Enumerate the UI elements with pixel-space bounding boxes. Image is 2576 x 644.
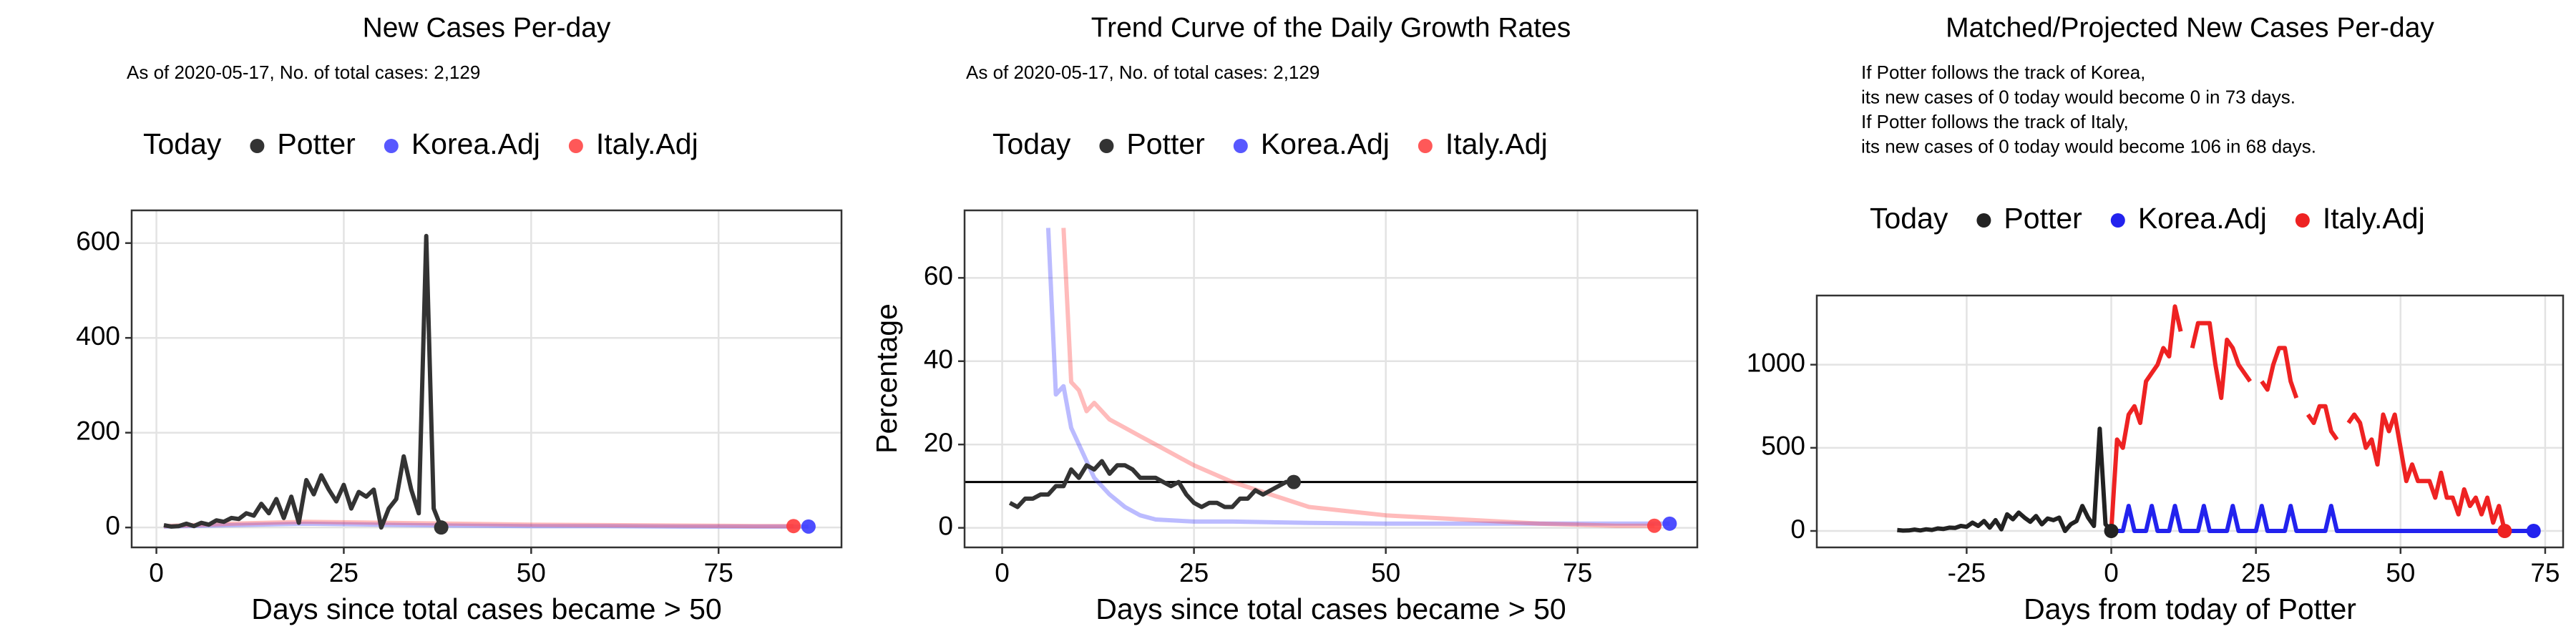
x-axis-title: Days since total cases became > 50	[251, 592, 721, 625]
today-marker	[1646, 518, 1662, 533]
plot-border	[130, 209, 843, 549]
y-axis-title: Percentage	[870, 303, 903, 454]
annotation: If Potter follows the track of Italy,	[1861, 111, 2129, 132]
chart-subtitle: As of 2020-05-17, No. of total cases: 2,…	[127, 62, 480, 83]
plot-area	[1897, 304, 2534, 533]
legend-marker	[250, 139, 265, 153]
legend-label: Korea.Adj	[2138, 202, 2267, 235]
x-axis-title: Days from today of Potter	[2024, 592, 2356, 625]
series-line	[163, 519, 794, 529]
legend-label: Korea.Adj	[1261, 127, 1390, 160]
today-marker	[1286, 474, 1301, 489]
annotation: its new cases of 0 today would become 10…	[1861, 135, 2316, 157]
today-marker	[2104, 523, 2119, 538]
today-marker	[1662, 516, 1677, 531]
legend-label: Potter	[277, 127, 355, 160]
legend-label: Potter	[2004, 202, 2082, 235]
plot-background	[1817, 296, 2563, 547]
series-line	[163, 521, 809, 529]
today-marker	[801, 519, 816, 534]
series-line	[1061, 228, 1654, 528]
y-tick-label: 200	[76, 416, 120, 445]
legend-label: Korea.Adj	[411, 127, 540, 160]
plot-background	[132, 210, 841, 547]
x-tick-label: 0	[2104, 558, 2119, 587]
today-marker	[2526, 523, 2541, 538]
x-tick-label: 50	[1371, 558, 1400, 587]
legend-marker	[2295, 213, 2310, 228]
plot-area	[965, 228, 1697, 528]
x-tick-label: 75	[1563, 558, 1592, 587]
y-tick-label: 0	[1790, 514, 1805, 544]
y-tick-label: 600	[76, 226, 120, 255]
chart-title: Trend Curve of the Daily Growth Rates	[1091, 12, 1571, 43]
legend-label: Italy.Adj	[1445, 127, 1548, 160]
legend-marker	[568, 139, 583, 153]
x-tick-label: 50	[517, 558, 546, 587]
x-tick-label: 75	[704, 558, 733, 587]
legend-label: Italy.Adj	[596, 127, 698, 160]
x-tick-label: 25	[1179, 558, 1209, 587]
x-axis-title: Days since total cases became > 50	[1096, 592, 1566, 625]
series-line	[1008, 459, 1294, 509]
series-line	[1897, 426, 2113, 533]
y-tick-label: 1000	[1747, 348, 1805, 377]
legend-marker	[1976, 213, 1991, 228]
x-tick-label: 25	[2241, 558, 2270, 587]
plot-border	[963, 209, 1699, 549]
y-tick-label: 40	[924, 345, 953, 374]
chart-title: Matched/Projected New Cases Per-day	[1946, 12, 2434, 43]
series-line	[2109, 304, 2507, 532]
x-tick-label: 75	[2530, 558, 2560, 587]
annotation: its new cases of 0 today would become 0 …	[1861, 86, 2296, 107]
x-tick-label: 0	[149, 558, 164, 587]
plot-area	[163, 233, 809, 530]
series-line	[2111, 504, 2534, 533]
x-tick-label: 0	[995, 558, 1010, 587]
today-marker	[786, 519, 801, 534]
y-tick-label: 60	[924, 261, 953, 291]
today-marker	[2497, 523, 2512, 538]
legend-marker	[384, 139, 399, 153]
series-line	[1045, 228, 1670, 526]
x-tick-label: -25	[1948, 558, 1986, 587]
plot-background	[965, 210, 1697, 547]
chart-subtitle: As of 2020-05-17, No. of total cases: 2,…	[966, 62, 1319, 83]
legend-title: Today	[992, 127, 1071, 160]
legend-marker	[1233, 139, 1248, 153]
legend-marker	[1418, 139, 1433, 153]
y-tick-label: 0	[938, 511, 953, 540]
y-tick-label: 400	[76, 321, 120, 351]
legend-title: Today	[143, 127, 222, 160]
legend-marker	[1099, 139, 1114, 153]
legend-label: Italy.Adj	[2323, 202, 2425, 235]
legend-title: Today	[1870, 202, 1948, 235]
series-line	[163, 233, 444, 530]
x-tick-label: 25	[329, 558, 358, 587]
y-tick-label: 500	[1761, 431, 1805, 461]
legend-marker	[2110, 213, 2125, 228]
y-tick-label: 0	[105, 511, 120, 540]
today-marker	[434, 520, 449, 535]
legend-label: Potter	[1126, 127, 1204, 160]
x-tick-label: 50	[2386, 558, 2415, 587]
annotation: If Potter follows the track of Korea,	[1861, 62, 2145, 83]
y-tick-label: 20	[924, 428, 953, 457]
plot-border	[1815, 294, 2565, 549]
chart-title: New Cases Per-day	[363, 12, 611, 43]
